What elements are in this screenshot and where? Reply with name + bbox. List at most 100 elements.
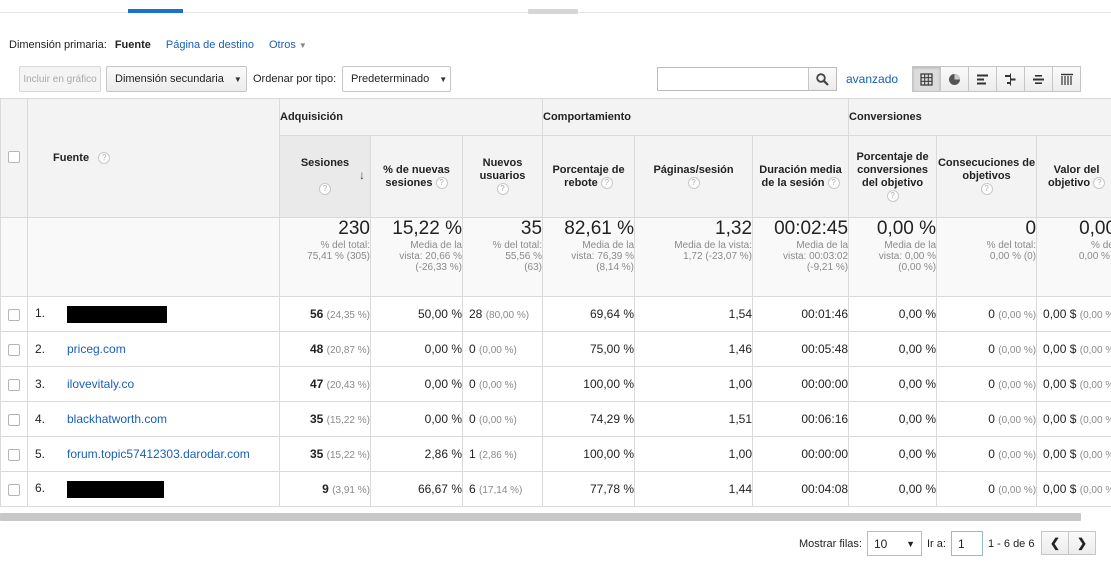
row-checkbox[interactable] (8, 448, 20, 461)
help-icon[interactable]: ? (98, 152, 111, 165)
select-all-checkbox[interactable] (8, 151, 20, 164)
search-button[interactable] (808, 68, 836, 90)
new-sessions-cell: 50,00 % (370, 296, 463, 332)
active-tab-indicator[interactable] (128, 9, 183, 13)
drag-handle[interactable] (528, 9, 578, 14)
source-link[interactable]: blackhatworth.com (67, 412, 168, 426)
row-number: 2. (35, 342, 46, 356)
horizontal-scrollbar[interactable] (0, 513, 1081, 521)
column-header-row: Sesiones? ↓ % de nuevas sesiones ? Nuevos… (1, 135, 1111, 218)
col-pages-session[interactable]: Páginas/sesión? (634, 135, 754, 218)
table-search-input[interactable] (657, 67, 837, 91)
row-checkbox[interactable] (8, 343, 20, 356)
table-view-button[interactable] (912, 66, 941, 92)
row-select-cell (0, 366, 28, 402)
goals-cell: 0 (0,00 %) (936, 296, 1038, 332)
secondary-dimension-label: Dimensión secundaria (115, 73, 224, 85)
help-icon[interactable]: ? (980, 183, 993, 196)
table-row[interactable]: 2. priceg.com 48 (20,87 %) 0,00 % 0 (0,00 %)… (0, 331, 1111, 367)
row-number: 3. (35, 377, 46, 391)
next-page-button[interactable]: ❯ (1068, 531, 1096, 555)
new-users-value: 6 (469, 482, 476, 496)
prev-page-button[interactable]: ❮ (1041, 531, 1069, 555)
col-new-sessions[interactable]: % de nuevas sesiones ? (370, 135, 463, 218)
row-checkbox[interactable] (8, 483, 20, 496)
col-goal-completions[interactable]: Consecuciones de objetivos? (936, 135, 1038, 218)
dimension-landing-page[interactable]: Página de destino (165, 39, 254, 51)
term-cloud-button[interactable] (1024, 66, 1053, 92)
col-conv-label: Porcentaje de conversiones del objetivo (856, 150, 929, 189)
table-row[interactable]: 6. 9 (3,91 %) 66,67 % 6 (17,14 %) 77,78 % 1,4… (0, 471, 1111, 507)
total-note: 55,56 % (505, 251, 543, 262)
goals-cell: 0 (0,00 %) (936, 366, 1038, 402)
row-checkbox[interactable] (8, 378, 20, 391)
sessions-cell: 9 (3,91 %) (279, 471, 371, 507)
goals-pct: (0,00 %) (998, 380, 1037, 391)
help-icon[interactable]: ? (886, 189, 899, 202)
goal-value-pct: (0,00 %) (1079, 345, 1111, 356)
help-icon[interactable]: ? (496, 183, 509, 196)
sort-type-value: Predeterminado (351, 73, 430, 85)
bounce-cell: 75,00 % (542, 331, 636, 367)
pie-view-button[interactable] (940, 66, 969, 92)
help-icon[interactable]: ? (319, 183, 331, 196)
comparison-view-button[interactable] (996, 66, 1025, 92)
source-link[interactable]: priceg.com (67, 342, 126, 356)
column-group-row: Fuente ? Adquisición Comportamiento Conv… (0, 98, 1111, 218)
help-icon[interactable]: ? (827, 176, 840, 189)
new-sessions-cell: 2,86 % (370, 436, 463, 472)
bounce-cell: 69,64 % (542, 296, 636, 332)
goals-pct: (0,00 %) (998, 415, 1037, 426)
row-checkbox[interactable] (8, 413, 20, 426)
goals-pct: (0,00 %) (998, 310, 1037, 321)
col-avg-duration[interactable]: Duración media de la sesión ? (752, 135, 850, 218)
rows-per-page-select[interactable]: 10 ▼ (867, 531, 922, 556)
table-row[interactable]: 3. ilovevitaly.co 47 (20,43 %) 0,00 % 0 (0,0… (0, 366, 1111, 402)
sessions-value: 35 (309, 447, 324, 461)
value-cell: 0,00 $ (0,00 %) (1036, 331, 1111, 367)
col-fuente-label: Fuente (53, 151, 90, 164)
col-pages-label: Páginas/sesión (653, 163, 734, 176)
source-link[interactable]: ilovevitaly.co (67, 377, 135, 391)
help-icon[interactable]: ? (1093, 176, 1106, 189)
col-goal-value[interactable]: Valor del objetivo ? (1036, 135, 1111, 218)
new-users-value: 0 (469, 377, 476, 391)
sort-type-dropdown[interactable]: Predeterminado ▼ (342, 66, 451, 92)
help-icon[interactable]: ? (435, 176, 448, 189)
duration-cell: 00:04:08 (752, 471, 850, 507)
goals-cell: 0 (0,00 %) (936, 436, 1038, 472)
col-sessions[interactable]: Sesiones? ↓ (279, 135, 371, 218)
table-row[interactable]: 4. blackhatworth.com 35 (15,22 %) 0,00 % 0 (… (0, 401, 1111, 437)
col-fuente[interactable]: Fuente ? (27, 98, 280, 218)
bar-view-button[interactable] (968, 66, 997, 92)
table-row[interactable]: 5. forum.topic57412303.darodar.com 35 (15,… (0, 436, 1111, 472)
col-bounce-rate[interactable]: Porcentaje de rebote ? (542, 135, 636, 218)
pivot-view-icon (1060, 73, 1073, 85)
plot-rows-button[interactable]: Incluir en gráfico (19, 66, 101, 92)
report-table: Fuente ? Adquisición Comportamiento Conv… (0, 98, 1111, 507)
help-icon[interactable]: ? (687, 176, 700, 189)
row-checkbox[interactable] (8, 308, 20, 321)
secondary-dimension-dropdown[interactable]: Dimensión secundaria ▼ (106, 66, 247, 92)
sessions-pct: (3,91 %) (332, 485, 370, 496)
dimension-fuente[interactable]: Fuente (114, 39, 151, 51)
chevron-down-icon: ▼ (298, 41, 307, 50)
bounce-cell: 100,00 % (542, 436, 636, 472)
dimension-other[interactable]: Otros ▼ (269, 39, 307, 51)
sessions-cell: 48 (20,87 %) (279, 331, 371, 367)
goals-value: 0 (988, 482, 995, 496)
advanced-filter-link[interactable]: avanzado (846, 72, 899, 86)
goals-pct: (0,00 %) (998, 485, 1037, 496)
col-new-users[interactable]: Nuevos usuarios? (461, 135, 544, 218)
col-goal-conversion-rate[interactable]: Porcentaje de conversiones del objetivo? (848, 135, 938, 218)
total-note: % del total: (492, 240, 543, 251)
goto-page-input[interactable]: 1 (951, 531, 983, 556)
pages-cell: 1,51 (634, 401, 754, 437)
source-link[interactable]: forum.topic57412303.darodar.com (67, 447, 250, 461)
pivot-view-button[interactable] (1052, 66, 1081, 92)
sessions-value: 47 (309, 377, 324, 391)
dimension-other-label: Otros (268, 39, 296, 51)
total-note: vista: 0,00 % (878, 251, 937, 262)
table-row[interactable]: 1. 56 (24,35 %) 50,00 % 28 (80,00 %) 69,64 %… (0, 296, 1111, 332)
help-icon[interactable]: ? (600, 176, 613, 189)
